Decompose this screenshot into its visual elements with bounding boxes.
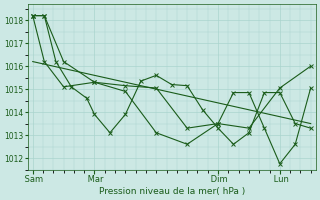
X-axis label: Pression niveau de la mer( hPa ): Pression niveau de la mer( hPa )	[99, 187, 245, 196]
